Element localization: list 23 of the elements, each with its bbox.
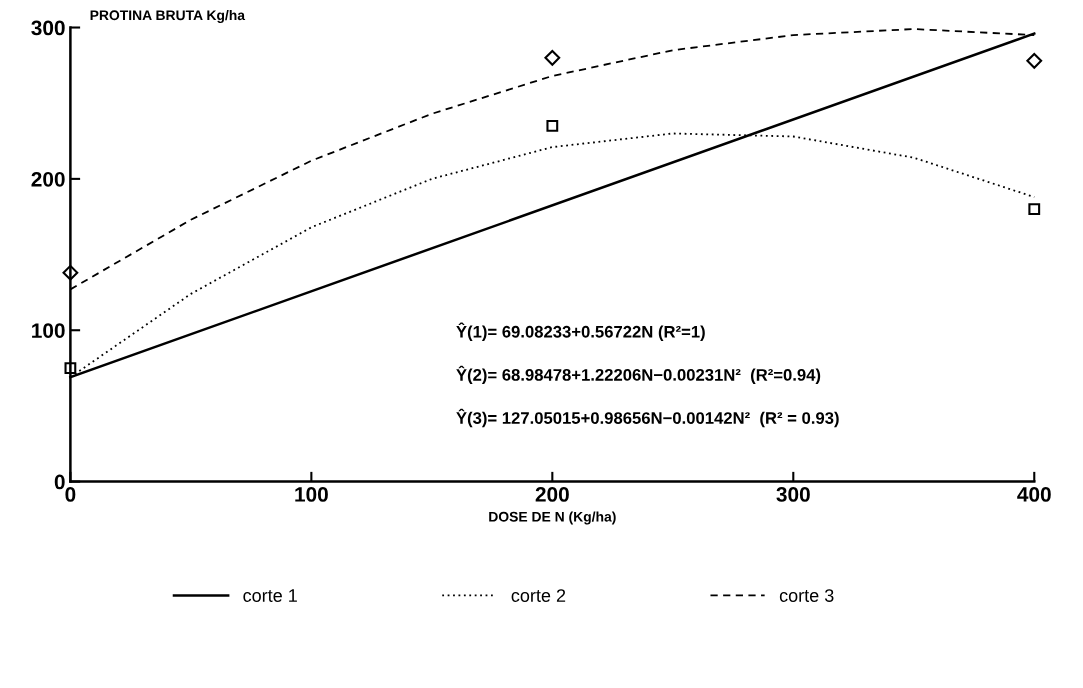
point: [1026, 52, 1043, 69]
point: [546, 120, 559, 132]
legend-label: corte 2: [511, 589, 566, 602]
x-axis-title: DOSE DE N (Kg/ha): [489, 511, 616, 525]
x-tick-label: 400: [1017, 487, 1051, 502]
point: [62, 264, 79, 281]
x-tick-label: 200: [535, 487, 569, 502]
legend-label: corte 1: [243, 589, 297, 602]
annotation: Ŷ(1)= 69.08233+0.56722N (R²=1): [456, 322, 705, 341]
point: [1028, 203, 1041, 216]
y-tick-label: 0: [54, 474, 65, 490]
x-tick-label: 0: [65, 487, 76, 502]
point: [64, 362, 77, 374]
x-tick-label: 100: [295, 487, 328, 502]
annotation: Ŷ(3)= 127.05015+0.98656N−0.00142N² (R² = 0.93): [456, 408, 839, 428]
y-tick-label: 200: [31, 171, 65, 187]
point: [544, 49, 561, 66]
legend-label: corte 3: [779, 589, 834, 602]
y-tick-label: 100: [32, 323, 65, 338]
y-axis-title: PROTINA BRUTA Kg/ha: [90, 9, 246, 23]
x-tick-label: 300: [776, 487, 810, 502]
annotation: Ŷ(2)= 68.98478+1.22206N−0.00231N² (R²=0.94): [456, 365, 821, 385]
y-tick-label: 300: [31, 20, 65, 36]
